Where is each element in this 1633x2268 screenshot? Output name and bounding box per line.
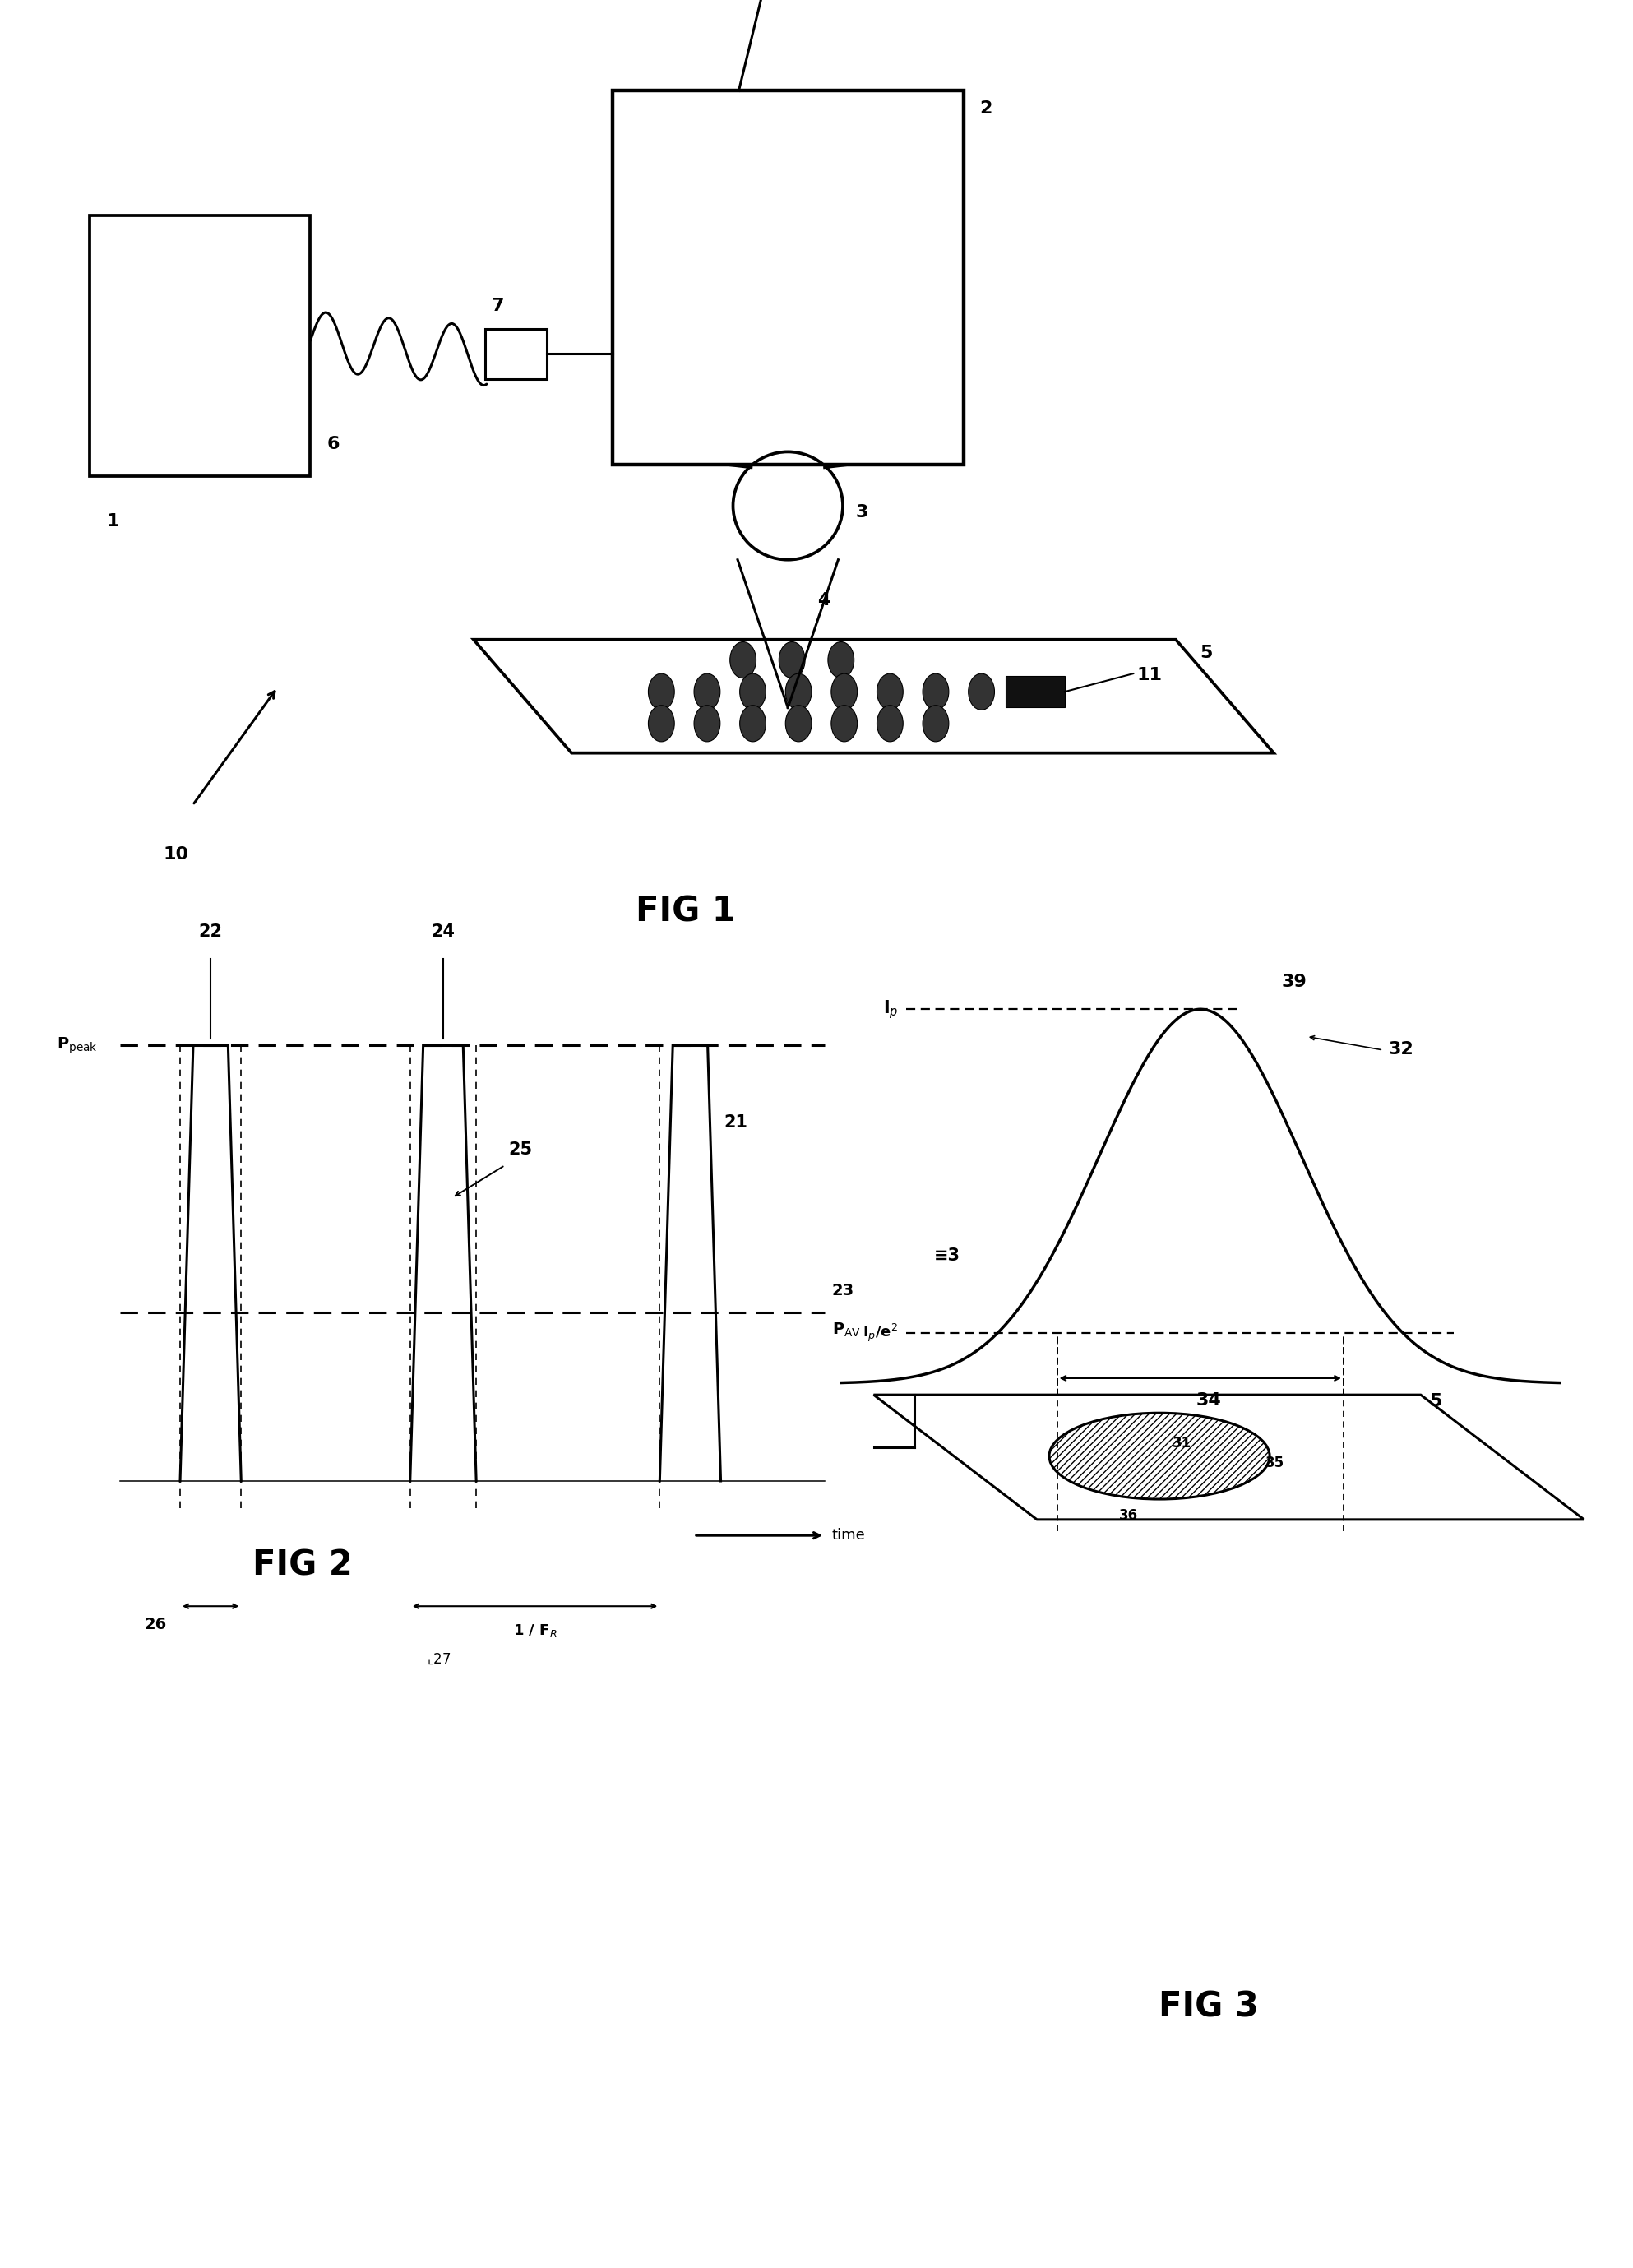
Text: 4: 4	[816, 592, 830, 608]
Text: 23: 23	[831, 1284, 854, 1300]
Text: 1 / F$_R$: 1 / F$_R$	[513, 1622, 557, 1637]
Circle shape	[648, 705, 674, 742]
Polygon shape	[410, 1046, 477, 1481]
Circle shape	[923, 705, 949, 742]
Text: 5: 5	[1200, 644, 1213, 660]
Circle shape	[730, 642, 756, 678]
Text: 6: 6	[327, 435, 340, 451]
Circle shape	[828, 642, 854, 678]
Bar	[485, 329, 547, 379]
Ellipse shape	[1048, 1413, 1270, 1499]
Text: 34: 34	[1195, 1393, 1221, 1408]
Text: 11: 11	[1137, 667, 1163, 683]
Text: 10: 10	[163, 846, 189, 862]
Circle shape	[740, 674, 766, 710]
Circle shape	[968, 674, 994, 710]
Text: $\llcorner$27: $\llcorner$27	[426, 1651, 451, 1667]
Circle shape	[831, 705, 857, 742]
Circle shape	[740, 705, 766, 742]
Text: FIG 1: FIG 1	[635, 894, 736, 930]
Circle shape	[785, 705, 812, 742]
Text: time: time	[831, 1529, 865, 1542]
Text: 5: 5	[1429, 1393, 1442, 1408]
Text: P$_{\rm AV}$: P$_{\rm AV}$	[831, 1322, 861, 1338]
Circle shape	[779, 642, 805, 678]
Text: 21: 21	[723, 1114, 748, 1129]
Text: 32: 32	[1388, 1041, 1413, 1057]
Text: 25: 25	[508, 1141, 532, 1157]
Text: FIG 3: FIG 3	[1158, 1989, 1259, 2025]
Circle shape	[877, 705, 903, 742]
Text: 1: 1	[106, 513, 119, 528]
Text: I$_p$: I$_p$	[883, 998, 898, 1021]
Text: 22: 22	[199, 923, 222, 939]
Circle shape	[648, 674, 674, 710]
Text: 3: 3	[856, 503, 869, 519]
Bar	[612, 91, 963, 465]
Text: 35: 35	[1266, 1456, 1285, 1470]
Text: P$_{\rm peak}$: P$_{\rm peak}$	[57, 1036, 98, 1055]
Text: 2: 2	[980, 100, 993, 116]
Circle shape	[785, 674, 812, 710]
Text: I$_p$/e$^2$: I$_p$/e$^2$	[862, 1322, 898, 1343]
Circle shape	[694, 674, 720, 710]
Circle shape	[831, 674, 857, 710]
Text: FIG 2: FIG 2	[251, 1547, 353, 1583]
Bar	[1006, 676, 1065, 708]
Circle shape	[923, 674, 949, 710]
Text: ≡3: ≡3	[934, 1247, 960, 1263]
Text: 36: 36	[1119, 1508, 1138, 1522]
Text: 24: 24	[431, 923, 456, 939]
Text: 7: 7	[492, 297, 505, 313]
Text: 31: 31	[1172, 1436, 1192, 1449]
Text: 26: 26	[145, 1617, 167, 1633]
Circle shape	[694, 705, 720, 742]
Text: 39: 39	[1282, 973, 1306, 989]
Bar	[90, 215, 310, 476]
Circle shape	[877, 674, 903, 710]
